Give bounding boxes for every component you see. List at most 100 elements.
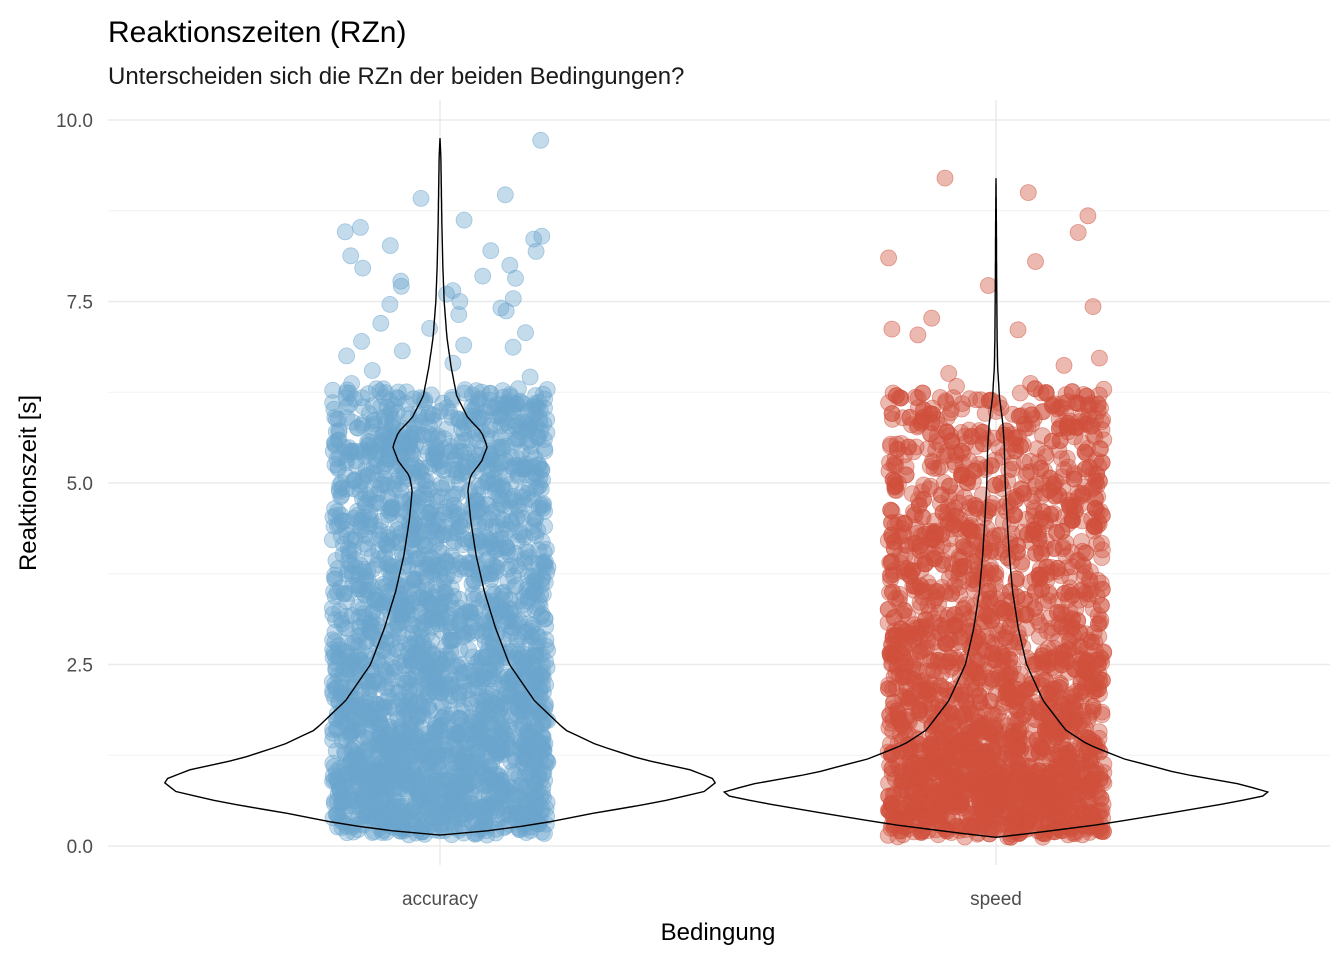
outlier-point (527, 242, 545, 260)
data-point (358, 779, 376, 796)
data-point (340, 724, 358, 741)
data-point (409, 618, 427, 636)
outlier-point (507, 269, 524, 287)
data-point (394, 627, 412, 645)
data-point (324, 394, 342, 412)
data-point (373, 824, 391, 841)
data-point (1053, 450, 1070, 468)
data-point (416, 472, 434, 490)
data-point (516, 550, 533, 568)
data-point (942, 404, 959, 422)
outlier-point (351, 218, 369, 236)
data-point (528, 637, 545, 655)
data-point (1019, 526, 1036, 543)
points-accuracy (323, 131, 557, 844)
data-point (397, 522, 415, 540)
data-point (894, 668, 912, 686)
data-point (981, 825, 998, 843)
data-point (333, 792, 351, 810)
data-point (484, 583, 502, 600)
data-point (503, 671, 521, 689)
data-point (381, 392, 399, 410)
data-point (505, 567, 522, 585)
data-point (1030, 566, 1048, 584)
data-point (323, 531, 341, 549)
data-point (396, 674, 414, 692)
data-point (369, 670, 387, 688)
data-point (533, 571, 551, 588)
data-point (479, 496, 497, 514)
data-point (527, 480, 545, 498)
data-point (414, 559, 431, 577)
data-point (901, 408, 919, 426)
outlier-point (338, 347, 356, 365)
outlier-point (363, 362, 381, 379)
outlier-point (521, 368, 539, 386)
data-point (326, 434, 344, 452)
outlier-point (504, 338, 522, 356)
outlier-point (496, 186, 514, 204)
data-point (372, 805, 390, 823)
data-point (340, 585, 358, 602)
data-point (536, 610, 554, 628)
data-point (329, 648, 347, 666)
data-point (484, 694, 502, 712)
outlier-point (455, 211, 473, 229)
data-point (501, 739, 519, 757)
outlier-point (497, 302, 515, 320)
data-point (1046, 540, 1063, 557)
data-point (508, 786, 526, 804)
data-point (1058, 653, 1076, 671)
chart-title: Reaktionszeiten (RZn) (108, 16, 406, 49)
data-point (333, 615, 351, 633)
data-point (445, 503, 463, 521)
data-point (475, 728, 493, 746)
data-point (407, 693, 425, 711)
data-point (477, 802, 495, 820)
data-point (357, 571, 375, 589)
data-point (516, 528, 533, 546)
data-point (325, 583, 343, 600)
data-point (1094, 541, 1111, 559)
outlier-point (343, 375, 361, 392)
data-point (437, 706, 455, 724)
data-point (494, 441, 512, 459)
data-point (1030, 628, 1048, 645)
data-point (511, 692, 528, 709)
data-point (415, 536, 433, 554)
data-point (412, 823, 430, 841)
data-point (345, 390, 363, 408)
outlier-point (517, 324, 534, 342)
data-point (395, 707, 413, 724)
data-point (511, 392, 529, 410)
data-point (935, 447, 953, 465)
data-point (895, 602, 913, 619)
data-point (365, 411, 383, 429)
data-point (446, 725, 464, 743)
data-point (354, 490, 371, 508)
data-point (1084, 698, 1102, 715)
data-point (399, 813, 417, 831)
data-point (1006, 506, 1023, 524)
data-point (456, 784, 474, 801)
data-point (502, 623, 520, 640)
data-point (482, 399, 500, 417)
data-point (463, 532, 481, 550)
data-point (379, 622, 397, 640)
data-point (334, 546, 352, 563)
data-point (508, 637, 526, 655)
data-point (398, 600, 416, 617)
data-point (443, 746, 461, 764)
data-point (538, 540, 555, 558)
data-point (423, 809, 441, 827)
data-point (465, 452, 483, 470)
data-point (473, 820, 491, 838)
data-point (395, 774, 413, 791)
outlier-point (482, 242, 500, 260)
data-point (517, 794, 534, 812)
data-point (997, 629, 1014, 647)
data-point (402, 580, 420, 598)
data-point (395, 557, 413, 575)
data-point (438, 608, 456, 626)
